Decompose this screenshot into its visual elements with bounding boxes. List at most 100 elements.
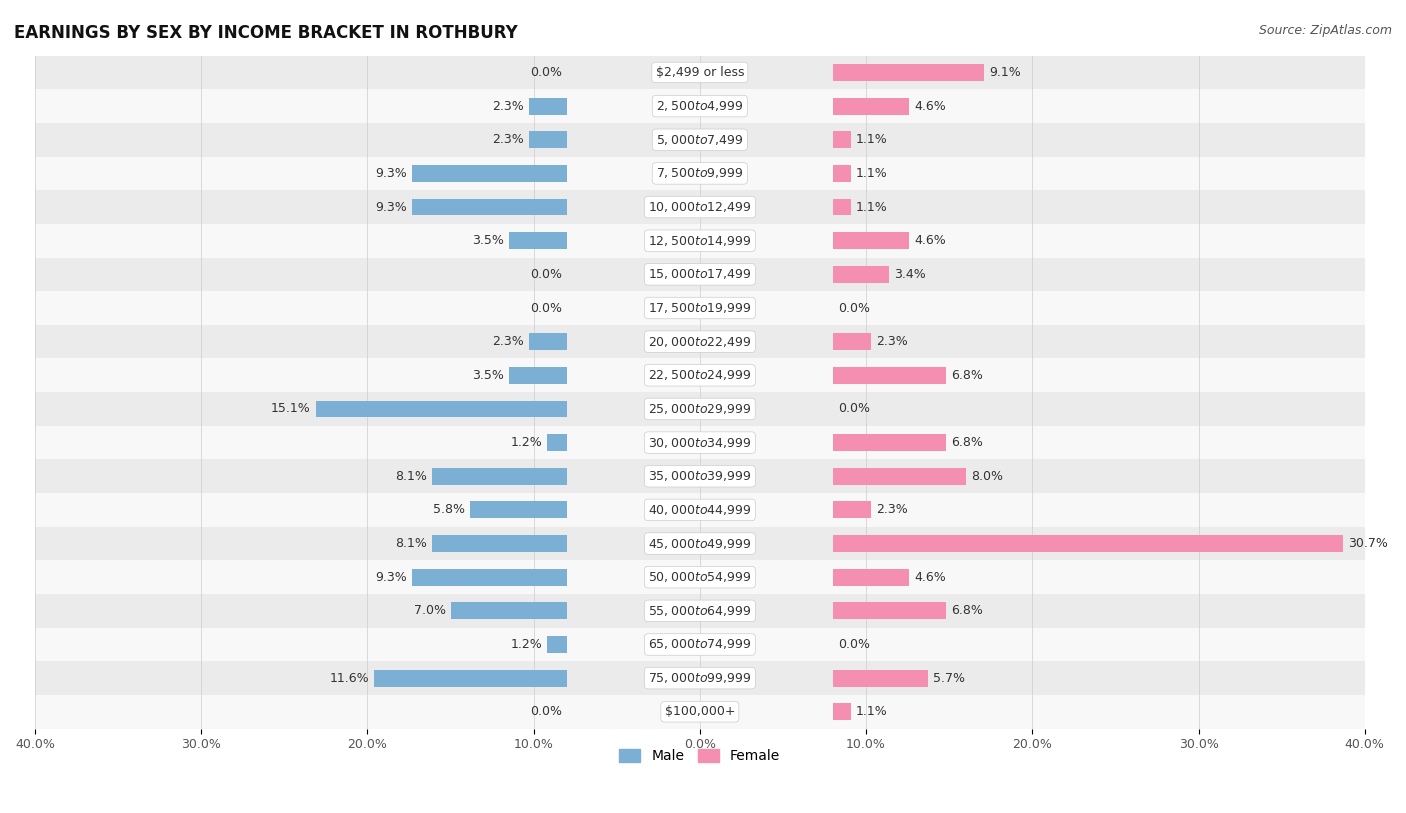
Text: 0.0%: 0.0% — [838, 302, 870, 315]
Bar — [832, 367, 946, 384]
Bar — [35, 392, 1365, 426]
Bar — [35, 493, 1365, 527]
Text: $2,500 to $4,999: $2,500 to $4,999 — [657, 99, 744, 113]
Bar — [35, 594, 1365, 628]
Text: $100,000+: $100,000+ — [665, 706, 735, 718]
Bar — [432, 467, 567, 485]
Bar — [35, 190, 1365, 224]
Bar — [374, 670, 567, 686]
Bar — [35, 89, 1365, 123]
Text: 6.8%: 6.8% — [950, 369, 983, 382]
Text: $45,000 to $49,999: $45,000 to $49,999 — [648, 537, 752, 550]
Text: 2.3%: 2.3% — [492, 100, 523, 113]
Text: $12,500 to $14,999: $12,500 to $14,999 — [648, 233, 752, 248]
Text: 7.0%: 7.0% — [413, 604, 446, 617]
Text: 2.3%: 2.3% — [492, 335, 523, 348]
Bar — [35, 258, 1365, 291]
Text: 0.0%: 0.0% — [530, 706, 562, 718]
Bar — [509, 367, 567, 384]
Text: 1.1%: 1.1% — [856, 706, 887, 718]
Bar — [316, 401, 567, 417]
Text: $30,000 to $34,999: $30,000 to $34,999 — [648, 436, 752, 450]
Text: 3.5%: 3.5% — [472, 369, 503, 382]
Bar — [35, 628, 1365, 661]
Bar — [35, 459, 1365, 493]
Text: $17,500 to $19,999: $17,500 to $19,999 — [648, 301, 752, 315]
Bar — [832, 569, 910, 585]
Bar — [35, 560, 1365, 594]
Text: $2,499 or less: $2,499 or less — [655, 66, 744, 79]
Bar — [412, 198, 567, 215]
Text: 8.0%: 8.0% — [970, 470, 1002, 483]
Bar — [35, 325, 1365, 359]
Bar — [832, 98, 910, 115]
Text: $65,000 to $74,999: $65,000 to $74,999 — [648, 637, 752, 651]
Bar — [35, 291, 1365, 325]
Text: 3.5%: 3.5% — [472, 234, 503, 247]
Bar — [832, 165, 851, 182]
Bar — [832, 434, 946, 451]
Bar — [547, 636, 567, 653]
Text: 6.8%: 6.8% — [950, 436, 983, 449]
Bar — [35, 55, 1365, 89]
Text: 5.8%: 5.8% — [433, 503, 465, 516]
Text: $50,000 to $54,999: $50,000 to $54,999 — [648, 570, 752, 585]
Text: $15,000 to $17,499: $15,000 to $17,499 — [648, 267, 752, 281]
Text: 1.1%: 1.1% — [856, 201, 887, 214]
Text: $5,000 to $7,499: $5,000 to $7,499 — [657, 133, 744, 147]
Text: 1.1%: 1.1% — [856, 133, 887, 146]
Text: 1.2%: 1.2% — [510, 436, 541, 449]
Text: $22,500 to $24,999: $22,500 to $24,999 — [648, 368, 752, 382]
Bar — [832, 602, 946, 620]
Text: 9.3%: 9.3% — [375, 167, 408, 180]
Bar — [529, 333, 567, 350]
Bar — [35, 123, 1365, 157]
Bar — [35, 359, 1365, 392]
Bar — [35, 157, 1365, 190]
Text: $20,000 to $22,499: $20,000 to $22,499 — [648, 335, 752, 349]
Bar — [529, 98, 567, 115]
Text: $7,500 to $9,999: $7,500 to $9,999 — [657, 167, 744, 180]
Text: 4.6%: 4.6% — [914, 100, 946, 113]
Bar — [35, 224, 1365, 258]
Bar — [432, 535, 567, 552]
Text: 0.0%: 0.0% — [530, 267, 562, 280]
Text: 0.0%: 0.0% — [530, 302, 562, 315]
Text: 5.7%: 5.7% — [932, 672, 965, 685]
Bar — [832, 233, 910, 249]
Text: 2.3%: 2.3% — [492, 133, 523, 146]
Text: 2.3%: 2.3% — [876, 335, 908, 348]
Text: 1.1%: 1.1% — [856, 167, 887, 180]
Bar — [529, 132, 567, 148]
Text: 0.0%: 0.0% — [838, 638, 870, 651]
Text: $25,000 to $29,999: $25,000 to $29,999 — [648, 402, 751, 416]
Text: 4.6%: 4.6% — [914, 234, 946, 247]
Text: $55,000 to $64,999: $55,000 to $64,999 — [648, 604, 752, 618]
Text: $40,000 to $44,999: $40,000 to $44,999 — [648, 503, 752, 517]
Bar — [547, 434, 567, 451]
Text: $10,000 to $12,499: $10,000 to $12,499 — [648, 200, 752, 214]
Text: Source: ZipAtlas.com: Source: ZipAtlas.com — [1258, 24, 1392, 37]
Bar — [832, 266, 890, 283]
Bar — [450, 602, 567, 620]
Text: 11.6%: 11.6% — [329, 672, 368, 685]
Text: 0.0%: 0.0% — [530, 66, 562, 79]
Text: 3.4%: 3.4% — [894, 267, 927, 280]
Bar — [832, 467, 966, 485]
Bar — [832, 198, 851, 215]
Text: 15.1%: 15.1% — [271, 402, 311, 415]
Text: EARNINGS BY SEX BY INCOME BRACKET IN ROTHBURY: EARNINGS BY SEX BY INCOME BRACKET IN ROT… — [14, 24, 517, 42]
Bar — [832, 670, 928, 686]
Text: 6.8%: 6.8% — [950, 604, 983, 617]
Bar — [832, 502, 872, 519]
Bar — [412, 165, 567, 182]
Bar — [509, 233, 567, 249]
Text: 0.0%: 0.0% — [838, 402, 870, 415]
Text: 9.1%: 9.1% — [988, 66, 1021, 79]
Bar — [412, 569, 567, 585]
Bar — [832, 333, 872, 350]
Bar — [35, 426, 1365, 459]
Text: 8.1%: 8.1% — [395, 470, 427, 483]
Text: 4.6%: 4.6% — [914, 571, 946, 584]
Text: 9.3%: 9.3% — [375, 571, 408, 584]
